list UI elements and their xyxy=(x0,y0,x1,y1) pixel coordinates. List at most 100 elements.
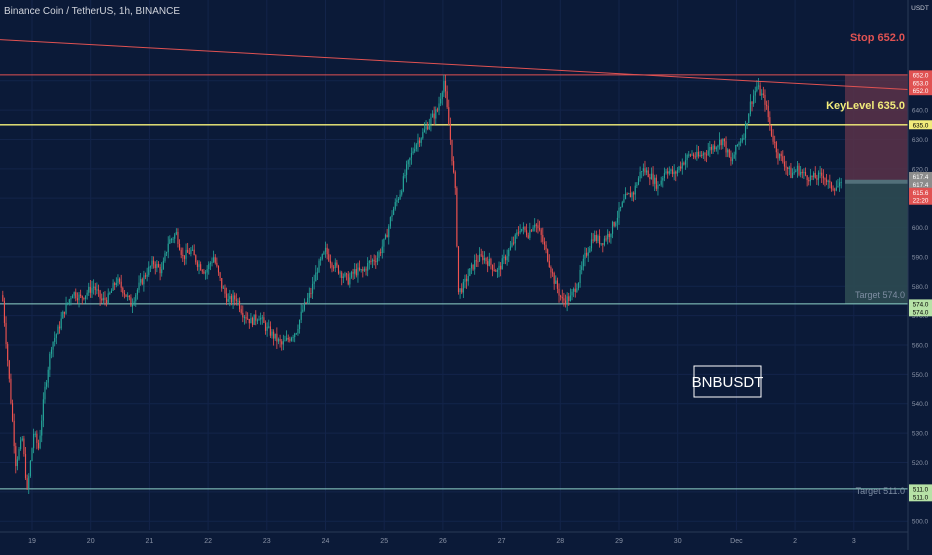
candle-body xyxy=(23,438,25,455)
candle-body xyxy=(743,138,745,140)
candle xyxy=(277,337,280,345)
candle xyxy=(323,250,325,256)
candle xyxy=(264,320,267,335)
candle xyxy=(101,293,103,304)
candle xyxy=(114,281,116,290)
candle-body xyxy=(135,294,137,302)
candle-body xyxy=(300,311,302,320)
candle-body xyxy=(576,288,578,292)
candle-body xyxy=(242,312,244,318)
candle xyxy=(289,336,291,343)
candle-body xyxy=(329,260,331,264)
candle xyxy=(230,293,233,306)
candle-body xyxy=(637,178,640,185)
candle xyxy=(696,144,698,161)
candle-body xyxy=(71,295,74,299)
candle-body xyxy=(219,272,221,278)
candle xyxy=(146,267,148,282)
candle xyxy=(175,228,177,236)
candle xyxy=(23,435,25,457)
candle xyxy=(419,137,421,148)
candle-body xyxy=(97,289,100,291)
candle xyxy=(597,234,599,244)
candle xyxy=(427,121,429,131)
candle xyxy=(365,266,367,276)
candle-body xyxy=(114,283,116,285)
time-tick-label: 20 xyxy=(87,538,95,545)
candle xyxy=(621,200,623,208)
candle xyxy=(605,235,607,242)
candle xyxy=(344,271,346,278)
candle-body xyxy=(433,113,435,119)
candle xyxy=(224,284,226,298)
price-axis[interactable]: USDT 650.0640.0630.0620.0610.0600.0590.0… xyxy=(907,0,932,550)
candle xyxy=(668,166,670,176)
candle-body xyxy=(93,286,95,288)
candle-body xyxy=(337,265,340,274)
candle xyxy=(829,174,831,189)
candle-body xyxy=(628,193,630,195)
candle xyxy=(686,153,688,168)
candle-body xyxy=(456,187,458,247)
candle xyxy=(808,177,810,186)
candle-body xyxy=(245,316,247,319)
candle xyxy=(380,248,382,257)
price-badge: 617.4 xyxy=(909,171,932,181)
candle xyxy=(475,253,477,267)
candle xyxy=(26,474,28,491)
candle-body xyxy=(577,283,580,289)
candle xyxy=(5,316,7,349)
candle-body xyxy=(503,256,505,259)
candle-body xyxy=(715,147,717,150)
candle-body xyxy=(706,154,708,156)
candle xyxy=(527,232,529,240)
candle xyxy=(590,232,593,252)
candle xyxy=(13,413,15,454)
candle xyxy=(714,140,716,152)
candle-body xyxy=(261,317,263,319)
price-badge: 653.0 xyxy=(909,78,932,88)
candle xyxy=(68,298,70,306)
candle-body xyxy=(491,264,494,271)
candle xyxy=(177,228,179,248)
candle-body xyxy=(676,170,678,174)
candle xyxy=(701,151,703,159)
candle-body xyxy=(487,261,489,266)
candle-body xyxy=(264,322,267,331)
candle-body xyxy=(594,235,596,241)
candle xyxy=(166,251,168,256)
price-tick-label: 630.0 xyxy=(912,137,929,144)
stop-label: Stop 652.0 xyxy=(850,32,905,44)
candle xyxy=(649,173,651,186)
candle xyxy=(31,447,33,462)
candle xyxy=(491,264,494,277)
time-tick-label: 21 xyxy=(146,538,154,545)
candle xyxy=(239,297,241,313)
candle xyxy=(767,100,769,123)
candle-body xyxy=(302,309,304,312)
candle xyxy=(592,233,594,244)
candle xyxy=(529,222,531,241)
candle-body xyxy=(453,161,455,173)
price-badge-label: 635.0 xyxy=(913,122,929,129)
candle-body xyxy=(654,177,656,184)
candle-body xyxy=(174,234,176,239)
candle-body xyxy=(191,249,194,251)
candle-body xyxy=(526,230,528,236)
candle-body xyxy=(170,239,173,241)
candle xyxy=(263,311,265,324)
candle xyxy=(514,233,516,251)
candle-body xyxy=(200,264,202,271)
candle xyxy=(3,297,5,327)
candle-body xyxy=(193,249,195,256)
candle xyxy=(407,159,409,170)
candle-body xyxy=(402,176,404,191)
candle-body xyxy=(362,269,364,271)
candle xyxy=(769,111,771,131)
candle xyxy=(294,332,296,343)
time-axis[interactable]: 19 20 21 22 23 24 25 26 27 28 29 30 Dec 2 3 xyxy=(0,531,908,545)
candle xyxy=(757,78,760,90)
candle-body xyxy=(417,140,419,145)
